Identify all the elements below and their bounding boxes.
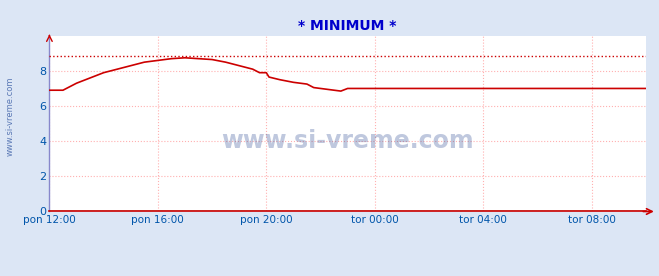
Text: www.si-vreme.com: www.si-vreme.com [221, 129, 474, 153]
Text: www.si-vreme.com: www.si-vreme.com [5, 76, 14, 156]
Title: * MINIMUM *: * MINIMUM * [299, 19, 397, 33]
Legend: temperatura[C], pretok[m3/s]: temperatura[C], pretok[m3/s] [241, 273, 455, 276]
